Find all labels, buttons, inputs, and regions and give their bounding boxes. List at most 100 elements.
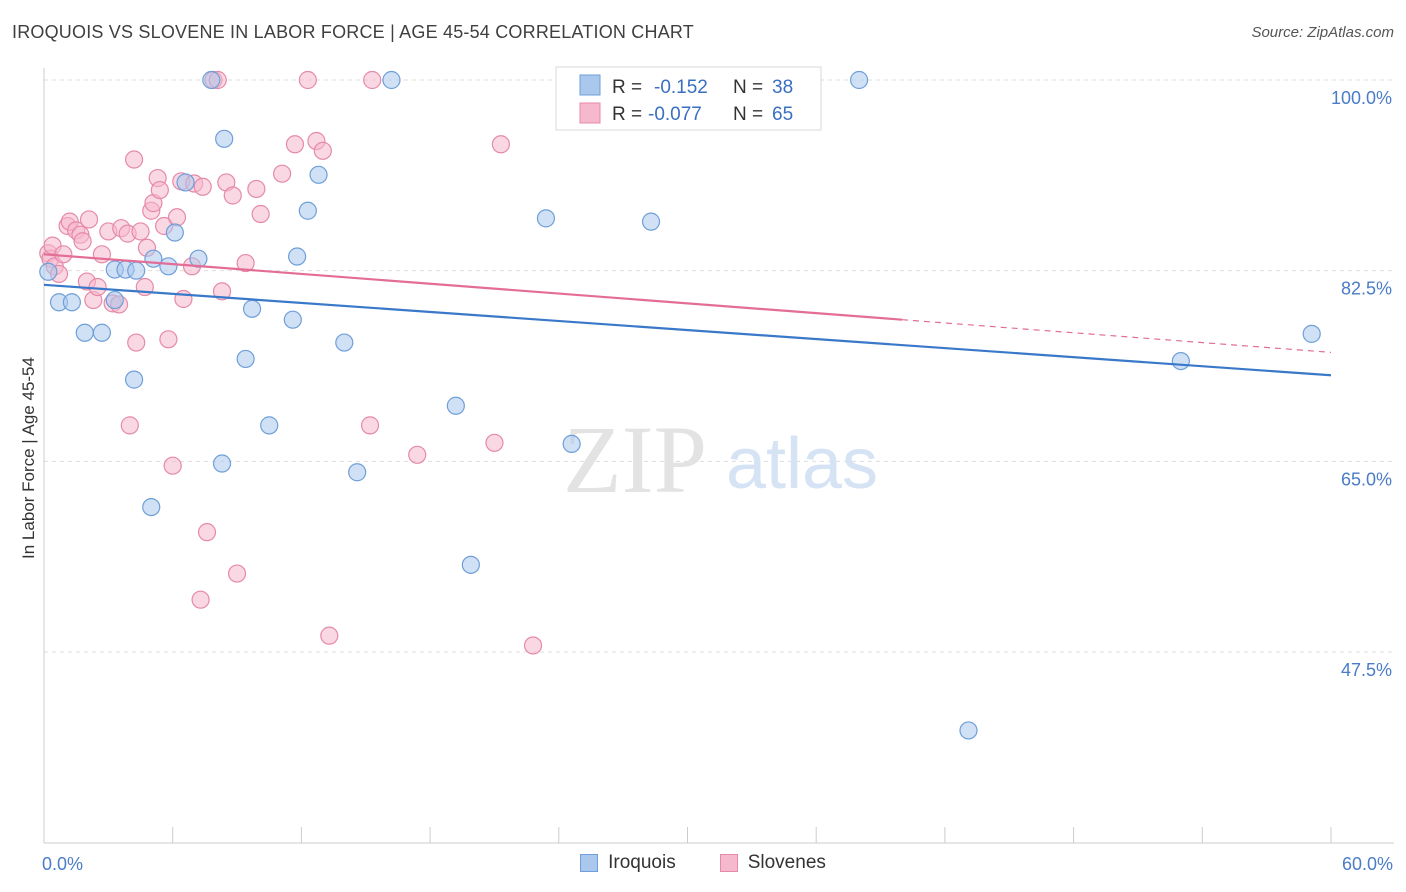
iroquois-point-23 bbox=[288, 247, 307, 266]
watermark-atlas: atlas bbox=[726, 424, 878, 504]
legend-iroquois-swatch bbox=[579, 74, 601, 96]
slovenes-point-32 bbox=[159, 330, 178, 349]
iroquois-point-16 bbox=[202, 70, 221, 90]
y-tick-label-2: 82.5% bbox=[1341, 279, 1392, 299]
iroquois-point-5 bbox=[105, 290, 124, 310]
iroquois-point-11 bbox=[144, 249, 163, 268]
slovenes-point-21 bbox=[120, 416, 139, 435]
slovenes-point-53 bbox=[298, 70, 317, 90]
legend-slovenes-n-label: N = bbox=[733, 104, 763, 125]
bottom-legend-slovenes-label: Slovenes bbox=[747, 852, 826, 873]
iroquois-point-27 bbox=[348, 463, 367, 482]
slovenes-point-40 bbox=[193, 177, 212, 196]
slovenes-point-48 bbox=[236, 253, 255, 273]
bottom-legend-iroquois-swatch bbox=[580, 854, 599, 872]
iroquois-point-35 bbox=[849, 70, 869, 90]
slovenes-point-33 bbox=[163, 456, 182, 475]
slovenes-point-10 bbox=[73, 232, 92, 251]
slovenes-point-12 bbox=[79, 210, 99, 229]
legend-slovenes-swatch bbox=[579, 102, 601, 124]
slovenes-trendline-extension bbox=[901, 319, 1332, 353]
slovenes-point-47 bbox=[227, 564, 247, 583]
slovenes-point-23 bbox=[127, 333, 146, 352]
legend-box: R = -0.152 N = 38 R = -0.077 N = 65 bbox=[555, 66, 822, 131]
x-tick-label-0: 0.0% bbox=[42, 854, 83, 874]
series-slovenes bbox=[39, 70, 761, 655]
iroquois-point-3 bbox=[75, 323, 94, 342]
slovenes-point-51 bbox=[272, 164, 292, 183]
slovenes-point-41 bbox=[197, 523, 217, 542]
iroquois-point-30 bbox=[461, 555, 480, 574]
slovenes-point-44 bbox=[212, 282, 232, 301]
slovenes-point-57 bbox=[360, 416, 380, 435]
iroquois-point-18 bbox=[215, 129, 234, 148]
slovenes-point-60 bbox=[485, 433, 504, 452]
iroquois-point-10 bbox=[142, 497, 161, 517]
slovenes-point-36 bbox=[174, 289, 193, 309]
iroquois-point-24 bbox=[298, 201, 317, 220]
x-tick-label-1: 60.0% bbox=[1342, 854, 1393, 874]
slovenes-point-52 bbox=[285, 135, 305, 154]
trendlines bbox=[43, 253, 1332, 377]
iroquois-trendline bbox=[43, 283, 1332, 377]
slovenes-point-24 bbox=[131, 222, 150, 241]
iroquois-point-37 bbox=[1171, 351, 1190, 371]
iroquois-point-0 bbox=[39, 262, 58, 281]
slovenes-point-39 bbox=[191, 590, 210, 609]
legend-slovenes-r-value: -0.077 bbox=[648, 104, 702, 125]
iroquois-point-28 bbox=[382, 70, 401, 90]
slovenes-point-58 bbox=[363, 70, 382, 90]
bottom-legend-iroquois: Iroquois bbox=[580, 852, 676, 874]
slovenes-point-30 bbox=[150, 180, 169, 200]
slovenes-point-34 bbox=[167, 208, 187, 227]
source-label: Source: ZipAtlas.com bbox=[1251, 24, 1394, 41]
watermark: ZIP atlas bbox=[563, 406, 878, 513]
slovenes-point-55 bbox=[313, 141, 332, 160]
legend-slovenes-r-label: R = bbox=[612, 104, 642, 125]
legend-iroquois-n-label: N = bbox=[733, 77, 763, 98]
slovenes-point-56 bbox=[320, 626, 339, 645]
axes bbox=[43, 68, 1394, 844]
slovenes-point-14 bbox=[88, 277, 107, 297]
iroquois-point-9 bbox=[127, 261, 146, 280]
iroquois-point-14 bbox=[176, 173, 195, 192]
iroquois-point-31 bbox=[536, 209, 556, 228]
bottom-legend-iroquois-label: Iroquois bbox=[608, 852, 676, 873]
bottom-legend-slovenes-swatch bbox=[719, 854, 738, 872]
iroquois-point-22 bbox=[283, 310, 302, 329]
y-tick-label-1: 65.0% bbox=[1341, 469, 1392, 489]
bottom-legend: Iroquois Slovenes bbox=[0, 852, 1406, 874]
iroquois-point-4 bbox=[92, 323, 112, 342]
legend-slovenes-n-value: 65 bbox=[772, 104, 793, 125]
slovenes-trendline bbox=[43, 253, 903, 321]
iroquois-point-36 bbox=[959, 721, 978, 740]
iroquois-point-25 bbox=[309, 165, 328, 184]
legend-iroquois-r-value: -0.152 bbox=[654, 77, 708, 98]
iroquois-point-19 bbox=[236, 349, 255, 369]
iroquois-point-29 bbox=[446, 396, 465, 415]
slovenes-point-62 bbox=[523, 636, 543, 655]
iroquois-point-13 bbox=[165, 223, 184, 242]
legend-iroquois-r-label: R = bbox=[612, 77, 642, 98]
slovenes-point-46 bbox=[223, 186, 242, 205]
slovenes-point-59 bbox=[408, 445, 427, 464]
iroquois-point-26 bbox=[335, 333, 354, 352]
y-axis-label: In Labor Force | Age 45-54 bbox=[19, 357, 38, 559]
chart-title: IROQUOIS VS SLOVENE IN LABOR FORCE | AGE… bbox=[12, 22, 694, 42]
slovenes-point-50 bbox=[251, 204, 270, 224]
iroquois-point-20 bbox=[242, 299, 262, 318]
x-tick-labels: 0.0% 60.0% bbox=[42, 854, 1393, 874]
iroquois-point-17 bbox=[212, 454, 232, 473]
y-tick-labels: 47.5% 65.0% 82.5% 100.0% bbox=[1331, 88, 1392, 680]
iroquois-point-2 bbox=[62, 293, 81, 312]
legend-iroquois-n-value: 38 bbox=[772, 77, 793, 98]
iroquois-point-8 bbox=[124, 370, 144, 389]
y-tick-label-3: 100.0% bbox=[1331, 88, 1392, 108]
y-tick-label-0: 47.5% bbox=[1341, 660, 1392, 680]
iroquois-point-21 bbox=[260, 416, 279, 435]
iroquois-point-12 bbox=[159, 257, 178, 276]
slovenes-point-22 bbox=[124, 150, 144, 169]
iroquois-point-38 bbox=[1302, 324, 1321, 343]
watermark-zip: ZIP bbox=[563, 406, 707, 513]
